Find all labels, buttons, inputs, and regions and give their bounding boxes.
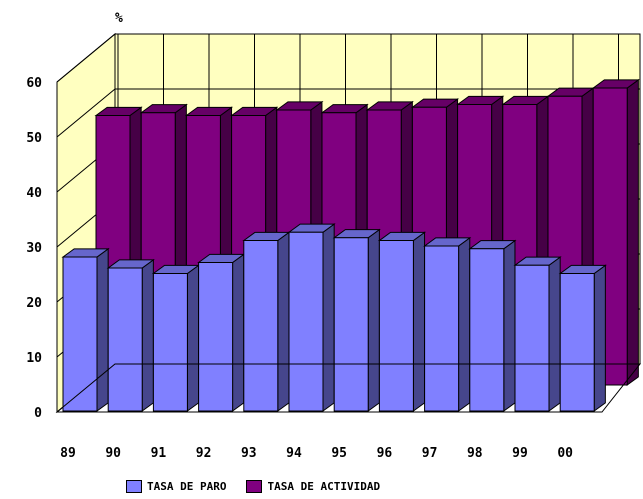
bar-paro-90-side <box>141 258 154 412</box>
x-tick-91: 91 <box>151 446 167 461</box>
bar-paro-97 <box>423 236 472 412</box>
bar-paro-93 <box>242 231 291 412</box>
bar-paro-95-side <box>367 228 380 412</box>
legend-swatch-actividad <box>246 479 263 493</box>
bar-paro-89-front <box>62 256 98 412</box>
x-tick-00: 00 <box>557 446 573 461</box>
legend-label-paro: TASA DE PARO <box>147 479 227 493</box>
x-tick-94: 94 <box>286 446 302 461</box>
bar-paro-95-front <box>333 237 369 412</box>
bar-paro-99-front <box>514 264 550 412</box>
bar-paro-97-side <box>458 236 471 412</box>
legend-swatch-paro <box>126 479 142 493</box>
x-tick-90: 90 <box>105 446 121 461</box>
bar-paro-99-side <box>548 256 561 412</box>
x-tick-92: 92 <box>196 446 212 461</box>
y-tick-30: 30 <box>26 241 42 256</box>
bar-paro-96-front <box>378 240 414 412</box>
floor-outline <box>55 363 642 413</box>
x-tick-97: 97 <box>422 446 438 461</box>
bar-paro-95 <box>332 228 381 412</box>
y-unit-label: % <box>115 11 123 26</box>
y-tick-40: 40 <box>26 186 42 201</box>
bar-paro-89 <box>61 247 110 412</box>
x-tick-99: 99 <box>512 446 528 461</box>
bar-paro-94-side <box>322 223 335 412</box>
y-tick-20: 20 <box>26 296 42 311</box>
legend-item-paro: TASA DE PARO <box>126 479 227 493</box>
legend-item-actividad: TASA DE ACTIVIDAD <box>246 479 381 493</box>
bar-paro-98-front <box>469 248 505 412</box>
bar-paro-93-side <box>277 231 290 412</box>
gridline-5 <box>56 88 640 138</box>
gridline-6 <box>56 33 640 83</box>
x-tick-98: 98 <box>467 446 483 461</box>
bar-paro-96-side <box>412 231 426 412</box>
x-tick-96: 96 <box>377 446 393 461</box>
bar-actividad-00-side <box>626 78 639 386</box>
bar-paro-93-front <box>243 240 279 412</box>
chart-floor <box>55 363 642 413</box>
y-tick-50: 50 <box>26 131 42 146</box>
bar-paro-90-front <box>107 267 143 412</box>
bar-paro-92-side <box>232 253 245 412</box>
x-tick-95: 95 <box>331 446 347 461</box>
axis-ticks: % 0 10 20 30 40 50 60 89 90 91 92 93 94 95 96 97 98 99 00 <box>26 11 573 461</box>
y-tick-60: 60 <box>26 76 42 91</box>
bar-paro-98-side <box>503 239 516 412</box>
bar-paro-94 <box>287 223 336 412</box>
legend-label-actividad: TASA DE ACTIVIDAD <box>267 479 381 493</box>
bar-paro-00-front <box>559 273 595 412</box>
y-tick-0: 0 <box>34 406 42 421</box>
bar-paro-90 <box>106 258 155 412</box>
series-paro-bars <box>61 223 607 412</box>
bar-paro-91-front <box>152 273 188 412</box>
x-tick-93: 93 <box>241 446 257 461</box>
bar-paro-99 <box>513 256 562 412</box>
bar-paro-91-side <box>186 264 200 412</box>
bar-paro-92-front <box>198 262 234 412</box>
bar-paro-00-side <box>593 264 606 412</box>
bar-paro-92 <box>197 253 246 412</box>
legend: TASA DE PARO TASA DE ACTIVIDAD <box>118 477 402 495</box>
bar-paro-98 <box>468 239 517 412</box>
bar-paro-89-side <box>96 247 109 412</box>
bar-paro-97-front <box>424 245 460 412</box>
bar-paro-91 <box>151 264 201 412</box>
y-tick-10: 10 <box>26 351 42 366</box>
bar-paro-00 <box>558 264 607 412</box>
bar-paro-96 <box>377 231 427 412</box>
x-tick-89: 89 <box>60 446 76 461</box>
bar-paro-94-front <box>288 231 324 412</box>
